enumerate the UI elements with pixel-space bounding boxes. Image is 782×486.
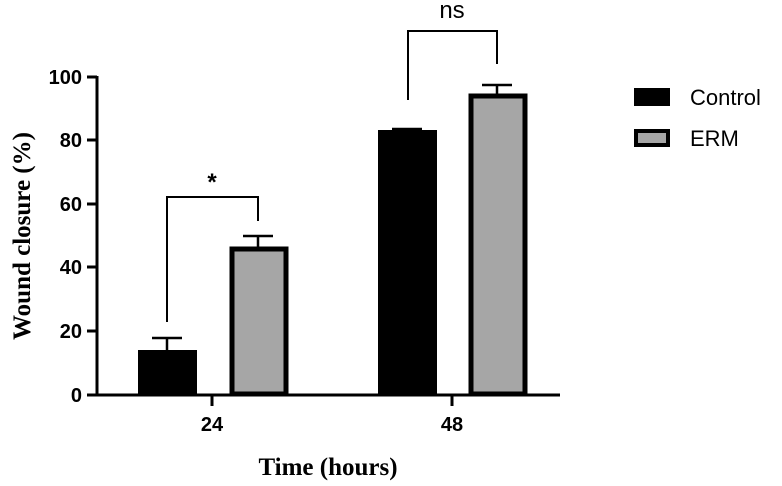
bar-control-24 bbox=[138, 350, 197, 395]
y-tick-label: 20 bbox=[60, 321, 82, 343]
x-tick-label: 24 bbox=[201, 414, 224, 436]
significance-label: ns bbox=[439, 0, 464, 24]
legend: Control ERM bbox=[634, 85, 761, 151]
y-tick-label: 100 bbox=[49, 67, 82, 89]
x-axis-title: Time (hours) bbox=[258, 454, 397, 481]
legend-swatch-control bbox=[634, 88, 670, 106]
y-axis: 0 20 40 60 80 100 Wound closure (%) bbox=[9, 67, 99, 407]
significance-24: * bbox=[166, 169, 259, 322]
y-axis-title: Wound closure (%) bbox=[9, 132, 36, 340]
y-tick-label: 60 bbox=[60, 194, 82, 216]
significance-48: ns bbox=[407, 0, 498, 100]
legend-label-erm: ERM bbox=[690, 126, 739, 151]
significance-label: * bbox=[207, 169, 217, 196]
bar-erm-24 bbox=[229, 246, 289, 397]
y-tick-label: 0 bbox=[71, 385, 82, 407]
legend-swatch-erm bbox=[634, 129, 670, 147]
y-tick-label: 40 bbox=[60, 257, 82, 279]
x-axis: 24 48 Time (hours) bbox=[95, 393, 560, 481]
bar-erm-48 bbox=[468, 93, 528, 397]
bar-group-48 bbox=[378, 83, 528, 397]
legend-label-control: Control bbox=[690, 85, 761, 110]
x-tick-label: 48 bbox=[441, 414, 463, 436]
y-tick-label: 80 bbox=[60, 130, 82, 152]
bar-control-48 bbox=[378, 130, 437, 395]
bar-group-24 bbox=[138, 234, 289, 397]
